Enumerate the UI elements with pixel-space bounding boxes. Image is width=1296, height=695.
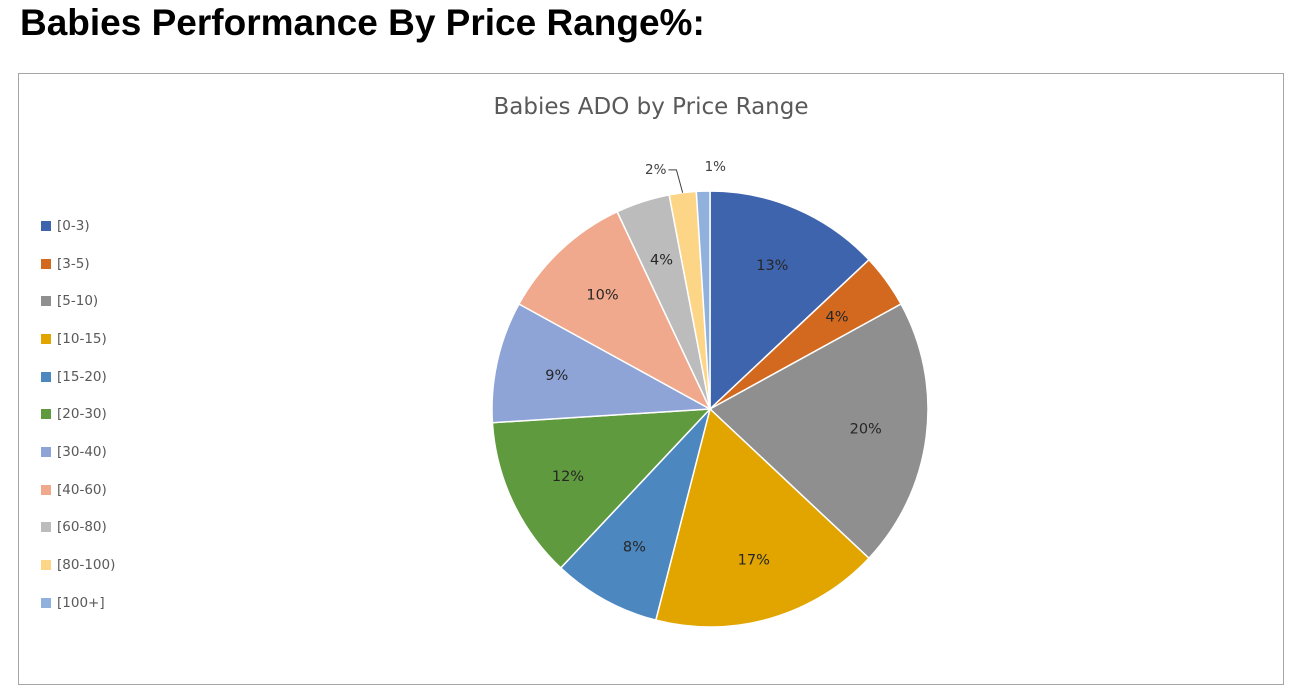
- pie-slice: [709, 190, 870, 411]
- legend-label: [5-10): [57, 293, 99, 310]
- pie-slice: [708, 302, 929, 560]
- chart-frame: Babies ADO by Price Range [0-3) [3-5) [5-1…: [18, 73, 1284, 685]
- pie-slice: [559, 408, 711, 622]
- legend-item: [40-60): [41, 471, 115, 509]
- legend-item: [30-40): [41, 433, 115, 471]
- legend-label: [100+]: [57, 594, 105, 611]
- chart-legend: [0-3) [3-5) [5-10) [10-15) [15-20) [20-30) [30…: [41, 207, 115, 622]
- legend-label: [10-15): [57, 330, 107, 347]
- legend-label: [20-30): [57, 406, 107, 423]
- legend-label: [0-3): [57, 217, 90, 234]
- page-heading: Babies Performance By Price Range%:: [20, 2, 705, 43]
- legend-label: [3-5): [57, 255, 90, 272]
- legend-item: [60-80): [41, 509, 115, 547]
- pie-leader-line: [668, 169, 684, 193]
- pie-data-label: 10%: [586, 288, 618, 304]
- pie-data-label: 17%: [738, 553, 770, 569]
- legend-item: [100+]: [41, 584, 115, 622]
- pie-data-label: 1%: [705, 159, 727, 175]
- pie-data-label: 8%: [623, 540, 646, 556]
- pie-slice: [517, 210, 712, 411]
- legend-swatch: [41, 522, 51, 533]
- pie-slice: [491, 408, 712, 569]
- pie-data-label: 4%: [825, 310, 848, 326]
- pie-chart: 13% 4% 20% 17% 8% 12% 9% 10% 4% 2% 1%: [491, 159, 929, 628]
- pie-slice: [491, 302, 713, 424]
- pie-data-label: 9%: [545, 368, 568, 384]
- legend-swatch: [41, 409, 51, 420]
- legend-item: [0-3): [41, 207, 115, 245]
- legend-swatch: [41, 484, 51, 495]
- legend-swatch: [41, 296, 51, 307]
- legend-swatch: [41, 560, 51, 571]
- legend-label: [30-40): [57, 443, 107, 460]
- pie-slice: [654, 407, 870, 628]
- pie-slice: [695, 190, 711, 410]
- pie-data-label: 20%: [850, 422, 882, 438]
- legend-item: [5-10): [41, 282, 115, 320]
- legend-label: [80-100): [57, 557, 116, 574]
- legend-item: [10-15): [41, 320, 115, 358]
- legend-swatch: [41, 258, 51, 269]
- legend-label: [15-20): [57, 368, 107, 385]
- pie-data-label: 13%: [756, 258, 788, 274]
- legend-swatch: [41, 220, 51, 231]
- legend-swatch: [41, 371, 51, 382]
- legend-label: [60-80): [57, 519, 107, 536]
- legend-label: [40-60): [57, 481, 107, 498]
- legend-swatch: [41, 333, 51, 344]
- legend-swatch: [41, 597, 51, 608]
- legend-item: [80-100): [41, 546, 115, 584]
- legend-item: [3-5): [41, 245, 115, 283]
- pie-data-label: 4%: [650, 253, 673, 269]
- pie-data-label: 2%: [645, 162, 667, 178]
- pie-data-label: 12%: [552, 469, 584, 485]
- legend-swatch: [41, 446, 51, 457]
- legend-item: [15-20): [41, 358, 115, 396]
- chart-title: Babies ADO by Price Range: [493, 94, 809, 120]
- legend-item: [20-30): [41, 395, 115, 433]
